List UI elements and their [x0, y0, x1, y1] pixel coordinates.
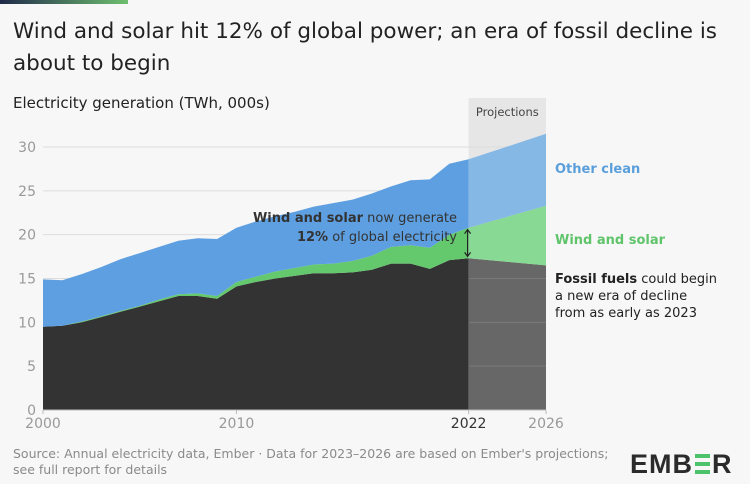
area-fossil — [43, 258, 469, 410]
annotation-bold: Wind and solar — [252, 211, 364, 226]
legend-fossil-fuels: Fossil fuels could begin a new era of de… — [555, 271, 717, 322]
fossil-text: could begin — [637, 272, 717, 287]
y-tick-label: 0 — [27, 403, 36, 419]
ember-logo: EMB R — [630, 448, 733, 479]
wind-solar-share-annotation: Wind and solar now generate 12% of globa… — [253, 209, 457, 247]
legend-wind-solar: Wind and solar — [555, 233, 666, 248]
legend-other-clean: Other clean — [555, 162, 641, 177]
area-wind-solar — [43, 227, 469, 327]
area-fossil-projection — [468, 258, 546, 410]
y-tick-label: 15 — [18, 272, 36, 288]
y-tick-label: 5 — [27, 359, 36, 375]
area-other-clean — [43, 159, 469, 327]
fossil-text: from as early as 2023 — [555, 306, 697, 321]
arrow-head-down-icon — [464, 251, 472, 258]
logo-e-bars — [695, 454, 710, 474]
area-wind-solar-projection — [468, 205, 546, 266]
x-tick-label: 2026 — [528, 416, 564, 432]
fossil-text: a new era of decline — [555, 289, 688, 304]
bottom-strip — [0, 484, 750, 490]
arrow-head-up-icon — [464, 228, 472, 235]
projection-label: Projections — [476, 105, 539, 119]
annotation-pct: 12% — [296, 230, 329, 245]
y-axis-label: Electricity generation (TWh, 000s) — [13, 94, 270, 112]
y-tick-label: 30 — [18, 140, 36, 156]
y-tick-label: 10 — [18, 315, 36, 331]
annotation-text: now generate — [363, 211, 457, 226]
fossil-bold: Fossil fuels — [555, 272, 638, 287]
x-tick-label: 2010 — [219, 416, 255, 432]
brand-accent-bar — [0, 0, 128, 4]
annotation-text: of global electricity — [328, 230, 457, 245]
x-tick-label: 2000 — [25, 416, 61, 432]
y-tick-label: 25 — [18, 184, 36, 200]
source-note: Source: Annual electricity data, Ember ·… — [13, 446, 609, 477]
x-tick-label: 2022 — [451, 416, 487, 432]
y-tick-label: 20 — [18, 228, 36, 244]
chart-title: Wind and solar hit 12% of global power; … — [13, 19, 717, 76]
area-other-clean-projection — [468, 133, 546, 228]
